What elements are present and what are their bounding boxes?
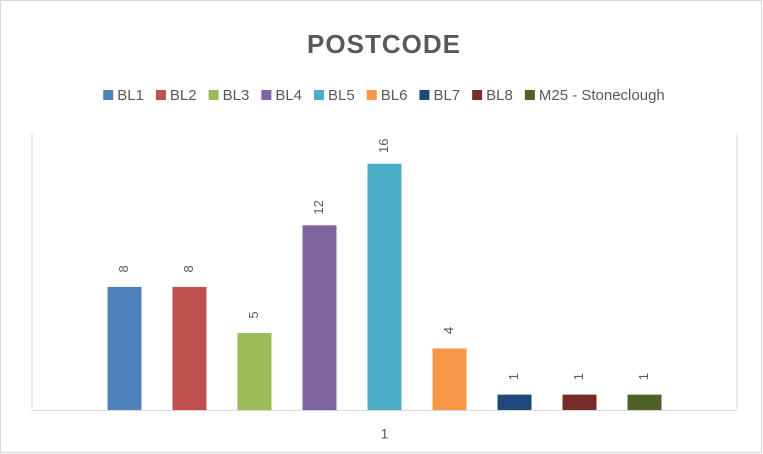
legend-label: BL6 xyxy=(381,87,408,104)
legend-swatch xyxy=(103,90,114,100)
x-tick-label: 1 xyxy=(381,426,389,442)
legend-swatch xyxy=(366,90,377,100)
legend-swatch xyxy=(155,90,166,100)
legend-label: BL8 xyxy=(486,87,513,104)
legend-swatch xyxy=(524,90,535,100)
legend-label: BL7 xyxy=(433,87,460,104)
data-label: 8 xyxy=(116,265,131,272)
legend-label: BL3 xyxy=(223,87,250,104)
data-label: 5 xyxy=(246,311,261,318)
legend-label: BL4 xyxy=(275,87,302,104)
bar xyxy=(302,225,337,410)
data-label: 1 xyxy=(506,373,521,380)
bar xyxy=(562,394,597,410)
bar xyxy=(172,286,207,410)
bar xyxy=(627,394,662,410)
data-label: 12 xyxy=(311,200,326,214)
legend-label: BL1 xyxy=(117,87,144,104)
data-label: 4 xyxy=(441,327,456,334)
bar xyxy=(432,348,467,410)
bar xyxy=(497,394,532,410)
legend-label: M25 - Stoneclough xyxy=(539,87,665,104)
legend: BL1 BL2 BL3 BL4 BL5 BL6 BL7 BL8 M25 - Stonecloug… xyxy=(103,87,665,104)
legend-swatch xyxy=(208,90,219,100)
data-label: 1 xyxy=(571,373,586,380)
data-label: 1 xyxy=(636,373,651,380)
bar xyxy=(367,163,402,410)
legend-swatch xyxy=(419,90,430,100)
bar xyxy=(237,333,272,410)
legend-swatch xyxy=(314,90,325,100)
bar xyxy=(107,286,142,410)
legend-label: BL2 xyxy=(170,87,197,104)
chart-title: POSTCODE xyxy=(307,29,461,59)
legend-swatch xyxy=(472,90,483,100)
legend-label: BL5 xyxy=(328,87,355,104)
data-label: 16 xyxy=(376,139,391,153)
legend-swatch xyxy=(261,90,272,100)
data-label: 8 xyxy=(181,265,196,272)
